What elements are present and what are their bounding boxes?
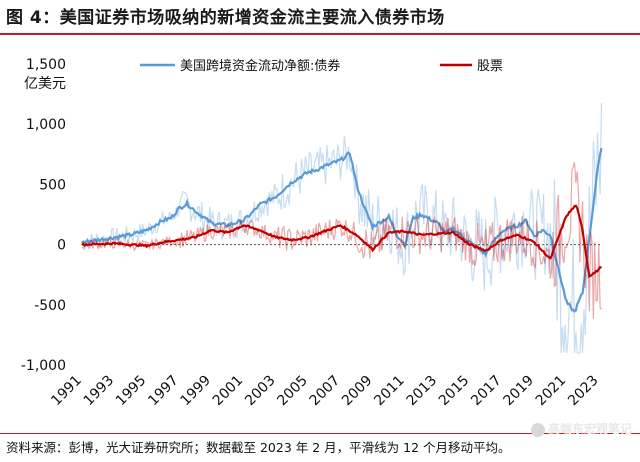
wechat-icon xyxy=(530,422,545,437)
line-chart: -1,000 -500 0 500 1,000 1,500 亿美元 199119931995… xyxy=(21,57,603,410)
x-tick-label: 2023 xyxy=(565,373,602,410)
y-tick-label: 0 xyxy=(57,238,66,254)
y-tick-label: 500 xyxy=(39,177,66,193)
equity-raw-line xyxy=(81,162,602,319)
y-tick-label: -1,000 xyxy=(21,358,66,374)
x-tick-label: 2005 xyxy=(274,373,311,410)
x-tick-label: 1997 xyxy=(145,373,182,410)
bond-smoothed-line xyxy=(81,147,603,313)
x-tick-label: 1995 xyxy=(113,373,150,410)
bottom-rule xyxy=(0,433,640,434)
x-tick-label: 2001 xyxy=(210,373,247,410)
x-tick-label: 2011 xyxy=(371,373,408,410)
equity-smoothed-line xyxy=(81,204,602,278)
x-tick-label: 2015 xyxy=(436,373,473,410)
y-axis-label: 亿美元 xyxy=(24,76,66,92)
source-note: 资料来源：彭博，光大证券研究所；数据截至 2023 年 2 月，平滑线为 12 … xyxy=(6,440,511,455)
y-tick-label: 1,500 xyxy=(26,57,66,73)
x-tick-label: 2003 xyxy=(242,373,279,410)
watermark: 高端东宏观笔记 xyxy=(530,420,632,437)
x-tick-label: 2009 xyxy=(339,373,376,410)
x-tick-label: 2007 xyxy=(307,373,344,410)
title-rule xyxy=(0,33,640,35)
x-tick-label: 2017 xyxy=(468,373,505,410)
watermark-text: 高端东宏观笔记 xyxy=(547,422,632,436)
legend-label-equity: 股票 xyxy=(477,59,503,74)
y-tick-label: -500 xyxy=(34,298,66,314)
x-tick-label: 2013 xyxy=(404,373,441,410)
figure-title: 图 4：美国证券市场吸纳的新增资金流主要流入债券市场 xyxy=(6,8,445,28)
x-tick-label: 2021 xyxy=(533,373,570,410)
legend-label-bond: 美国跨境资金流动净额:债券 xyxy=(180,58,340,74)
x-tick-label: 1999 xyxy=(178,373,215,410)
y-tick-label: 1,000 xyxy=(26,117,66,133)
x-tick-label: 1991 xyxy=(48,373,85,410)
x-tick-label: 1993 xyxy=(81,373,118,410)
x-tick-label: 2019 xyxy=(500,373,537,410)
